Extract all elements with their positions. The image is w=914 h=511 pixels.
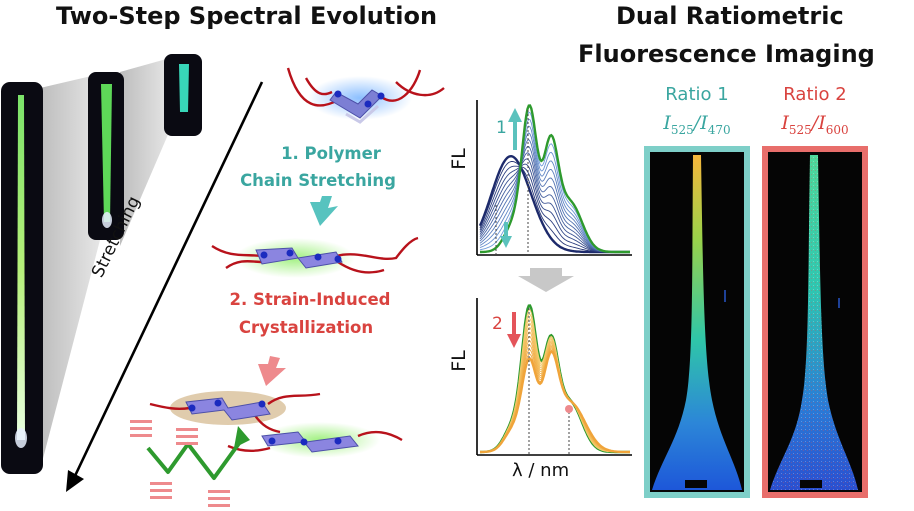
bottom-plot-ylabel: FL bbox=[447, 350, 470, 372]
ratio2-den: 600 bbox=[825, 122, 849, 137]
step1-label-line2: Chain Stretching bbox=[240, 171, 396, 190]
stretching-arrow-head bbox=[66, 470, 84, 492]
top-plot-ylabel: FL bbox=[447, 148, 470, 170]
right-panel-title-line2: Fluorescence Imaging bbox=[578, 40, 875, 68]
ratio1-image bbox=[644, 146, 750, 498]
step2-label-line2: Crystallization bbox=[238, 318, 374, 337]
left-panel-title: Two-Step Spectral Evolution bbox=[56, 2, 438, 30]
stretch-wedge-1 bbox=[40, 74, 100, 470]
fiber-long-tip bbox=[15, 428, 27, 448]
ratio1-equation: I525/I470 bbox=[663, 112, 731, 137]
stretching-arrow-line bbox=[72, 81, 264, 479]
ratio1-name: Ratio 1 bbox=[665, 84, 729, 105]
step2-arrow bbox=[258, 356, 286, 386]
spectrum-top bbox=[476, 100, 632, 256]
stretch-wedge-2 bbox=[120, 58, 170, 246]
step2-label-line1: 2. Strain-Induced bbox=[229, 290, 391, 309]
step1-label-line1: 1. Polymer bbox=[281, 144, 381, 163]
bottom-spectrum-curve bbox=[480, 348, 630, 453]
polymer-chain-folded bbox=[286, 67, 445, 124]
fiber-medium-strand bbox=[101, 84, 112, 222]
bottom-spectrum-curve bbox=[480, 318, 630, 453]
bottom-plot-marker: 2 bbox=[492, 314, 503, 334]
bottom-spectrum-curve bbox=[480, 331, 630, 453]
plot-transition-arrow bbox=[518, 268, 574, 292]
bottom-spectrum-curve bbox=[480, 313, 630, 453]
polymer-crystallization bbox=[130, 391, 403, 507]
bottom-spectrum-curve bbox=[480, 350, 630, 454]
fiber-short-strand bbox=[179, 64, 189, 112]
polymer-chain-stretched bbox=[211, 236, 419, 278]
spectrum-bottom bbox=[476, 298, 632, 456]
right-panel-title-line1: Dual Ratiometric bbox=[616, 2, 844, 30]
ratio2-name: Ratio 2 bbox=[783, 84, 847, 105]
ratio2-num: 525 bbox=[788, 122, 812, 137]
fiber-medium-tip bbox=[102, 212, 112, 228]
top-plot-marker: 1 bbox=[496, 118, 507, 138]
ratio1-num: 525 bbox=[670, 122, 694, 137]
ratio1-den: 470 bbox=[707, 122, 731, 137]
ratio2-image bbox=[762, 146, 868, 498]
fiber-long-strand bbox=[17, 95, 25, 440]
bottom-plot-xlabel: λ / nm bbox=[512, 460, 570, 481]
ratio2-equation: I525/I600 bbox=[781, 112, 849, 137]
step1-arrow bbox=[310, 196, 338, 226]
